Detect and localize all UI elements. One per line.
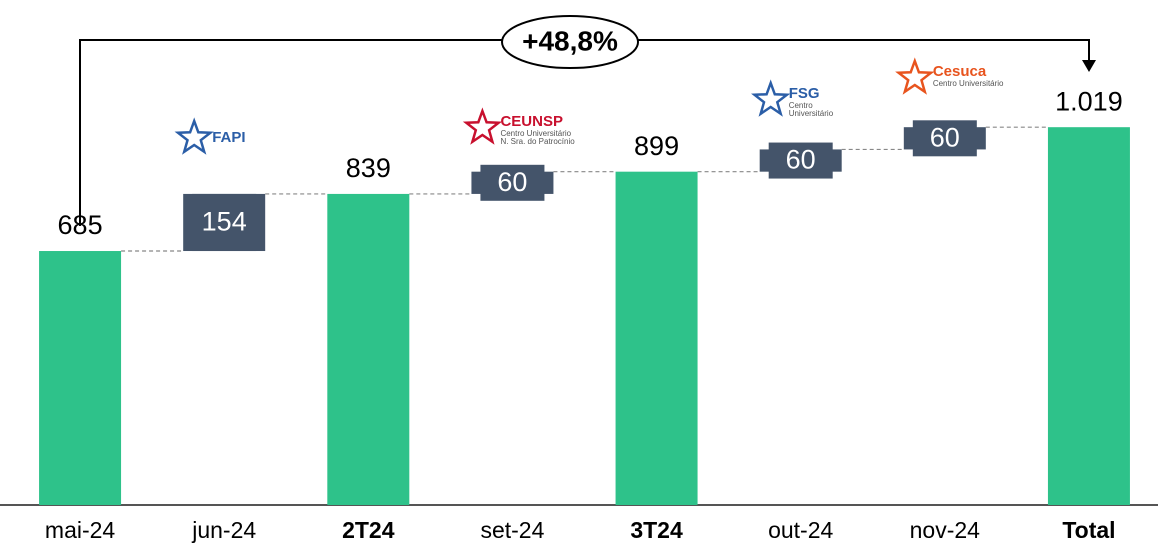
logo-star	[751, 79, 791, 117]
x-tick-label: out-24	[768, 517, 833, 543]
logo-star	[462, 107, 503, 145]
x-tick-label: nov-24	[910, 517, 981, 543]
logo-subtitle: Centro Universitário	[500, 129, 571, 138]
growth-arrow	[1082, 60, 1096, 72]
value-label: 154	[202, 207, 247, 237]
logo-name: FAPI	[212, 129, 245, 146]
value-label: 899	[634, 131, 679, 161]
logo-subtitle: Universitário	[789, 109, 834, 118]
value-label: 1.019	[1055, 86, 1123, 116]
total-bar	[1047, 127, 1130, 505]
value-label: 60	[786, 145, 816, 175]
logo-subtitle: Centro	[789, 101, 814, 110]
x-tick-label: set-24	[480, 517, 544, 543]
logo-name: CEUNSP	[500, 113, 563, 130]
growth-bubble	[501, 15, 639, 69]
increase-label-box	[192, 193, 257, 252]
total-bar	[39, 251, 122, 505]
increase-label-box	[768, 142, 833, 179]
value-label: 685	[58, 210, 103, 240]
value-label: 839	[346, 153, 391, 183]
x-tick-label: mai-24	[45, 517, 116, 543]
logo-subtitle: N. Sra. do Patrocínio	[500, 137, 575, 146]
total-bar	[615, 171, 698, 505]
increase-label-box	[480, 164, 545, 201]
value-label: 60	[497, 167, 527, 197]
logo-star	[174, 117, 214, 155]
increase-label-box	[912, 120, 977, 157]
x-tick-label: 2T24	[342, 517, 395, 543]
logo-star	[895, 57, 935, 95]
total-bar	[327, 193, 410, 505]
x-tick-label: jun-24	[191, 517, 256, 543]
logo-subtitle: Centro Universitário	[933, 79, 1004, 88]
growth-label: +48,8%	[522, 25, 618, 56]
x-tick-label: 3T24	[630, 517, 683, 543]
value-label: 60	[930, 122, 960, 152]
x-tick-label: Total	[1062, 517, 1115, 543]
logo-name: Cesuca	[933, 63, 987, 80]
logo-name: FSG	[789, 85, 820, 102]
